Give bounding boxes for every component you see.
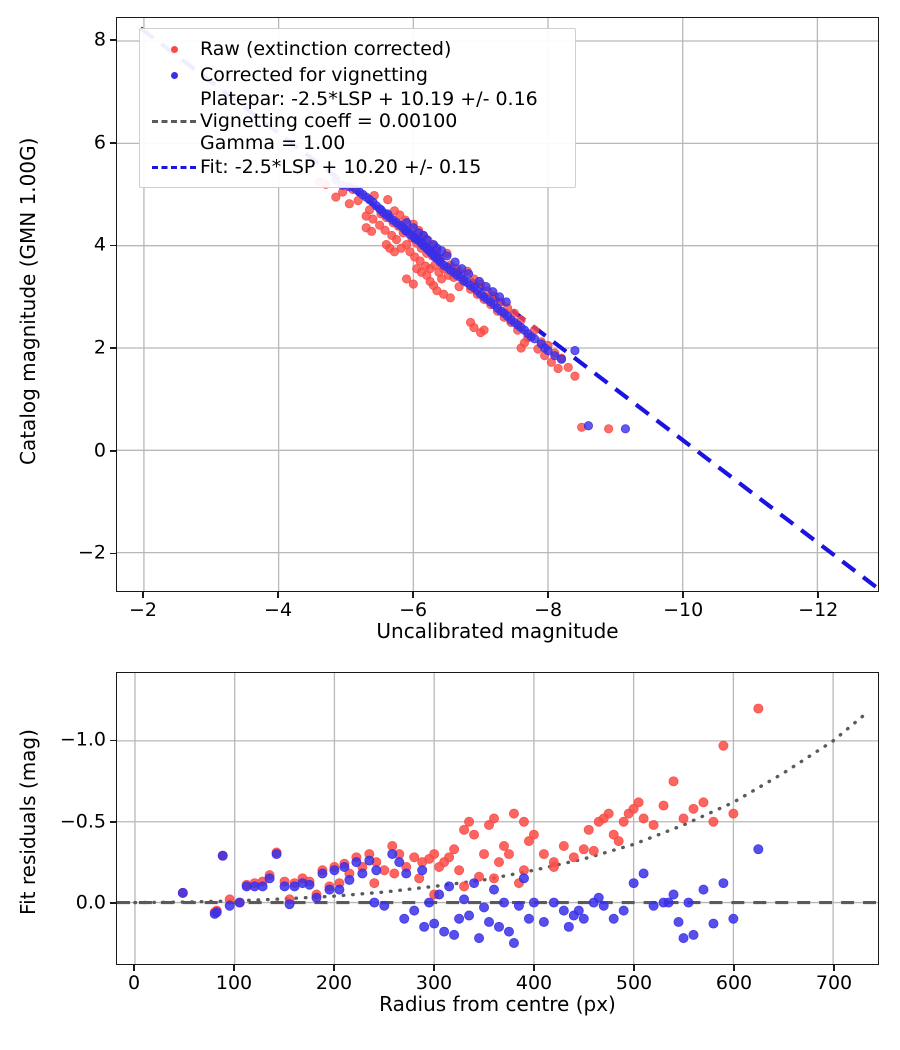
dashed-line-icon [152,165,196,169]
legend-entry: Fit: -2.5*LSP + 10.20 +/- 0.15 [148,154,565,180]
series-corrected [177,844,764,948]
x-tick-mark [547,592,549,598]
x-tick-mark [233,965,235,971]
x-tick-mark [733,965,735,971]
calibration-plot-canvas [117,18,878,591]
legend-entry-label: Platepar: -2.5*LSP + 10.19 +/- 0.16 Vign… [200,88,538,155]
y-tick-label: 8 [93,28,106,51]
dot-icon [170,71,178,79]
calibration-y-axis-label: Catalog magnitude (GMN 1.00G) [16,137,40,465]
legend-entry-label: Fit: -2.5*LSP + 10.20 +/- 0.15 [200,156,482,179]
y-tick-label: 0.0 [75,891,106,914]
x-tick-mark [533,965,535,971]
x-tick-label: 300 [415,972,453,994]
y-tick-mark [110,141,116,144]
legend-entry-label: Corrected for vignetting [200,63,428,86]
x-tick-label: −8 [534,599,563,621]
x-tick-label: −4 [264,599,293,621]
x-tick-mark [633,965,635,971]
series-corrected [331,175,631,434]
legend-marker-icon [148,45,200,53]
y-tick-mark [110,739,116,742]
y-tick-mark [110,552,116,555]
y-tick-label: 6 [93,131,106,154]
y-tick-mark [110,902,116,904]
x-tick-mark [142,592,144,598]
x-tick-mark [817,592,820,598]
x-tick-label: −6 [399,599,428,621]
y-tick-label: 4 [93,233,106,256]
x-tick-mark [133,965,135,971]
y-tick-mark [110,347,116,349]
y-tick-label: −1.0 [59,728,106,751]
y-tick-label: 0 [93,439,106,462]
legend-marker-icon [148,71,200,79]
legend-dashed-line-icon [148,119,200,123]
x-tick-label: 0 [127,972,141,994]
x-tick-mark [433,965,435,971]
residuals-y-axis-label: Fit residuals (mag) [16,729,40,915]
x-tick-label: 200 [315,972,353,994]
x-tick-label: 500 [615,972,653,994]
x-tick-label: −12 [798,599,839,621]
legend-dashed-line-icon [148,165,200,169]
residuals-plot-axes [116,672,879,965]
calibration-x-axis-label: Uncalibrated magnitude [376,619,619,643]
x-tick-mark [833,965,835,971]
dot-icon [170,45,178,53]
x-tick-label: −10 [663,599,704,621]
legend-entry: Platepar: -2.5*LSP + 10.19 +/- 0.16 Vign… [148,88,565,154]
x-tick-mark [412,592,414,598]
x-tick-mark [682,592,684,598]
x-tick-mark [277,592,279,598]
residuals-plot-canvas [117,673,878,964]
x-tick-label: −2 [128,599,158,621]
x-tick-label: 400 [515,972,553,994]
x-tick-label: 700 [815,972,853,994]
y-tick-mark [110,450,116,452]
legend-entry: Raw (extinction corrected) [148,36,565,62]
legend-entry-label: Raw (extinction corrected) [200,37,452,60]
x-tick-label: 600 [715,972,753,994]
y-tick-label: −0.5 [59,810,106,833]
y-tick-mark [110,244,116,247]
x-tick-mark [333,965,335,971]
x-tick-label: 100 [215,972,253,994]
series-raw [314,177,614,434]
y-tick-mark [110,39,116,41]
y-tick-mark [110,820,116,823]
dashed-line-icon [152,119,196,123]
legend: Raw (extinction corrected) Corrected for … [139,28,576,189]
residuals-x-axis-label: Radius from centre (px) [379,992,616,1016]
legend-entry: Corrected for vignetting [148,62,565,88]
y-tick-label: −2 [77,541,106,564]
y-tick-label: 2 [93,336,106,359]
